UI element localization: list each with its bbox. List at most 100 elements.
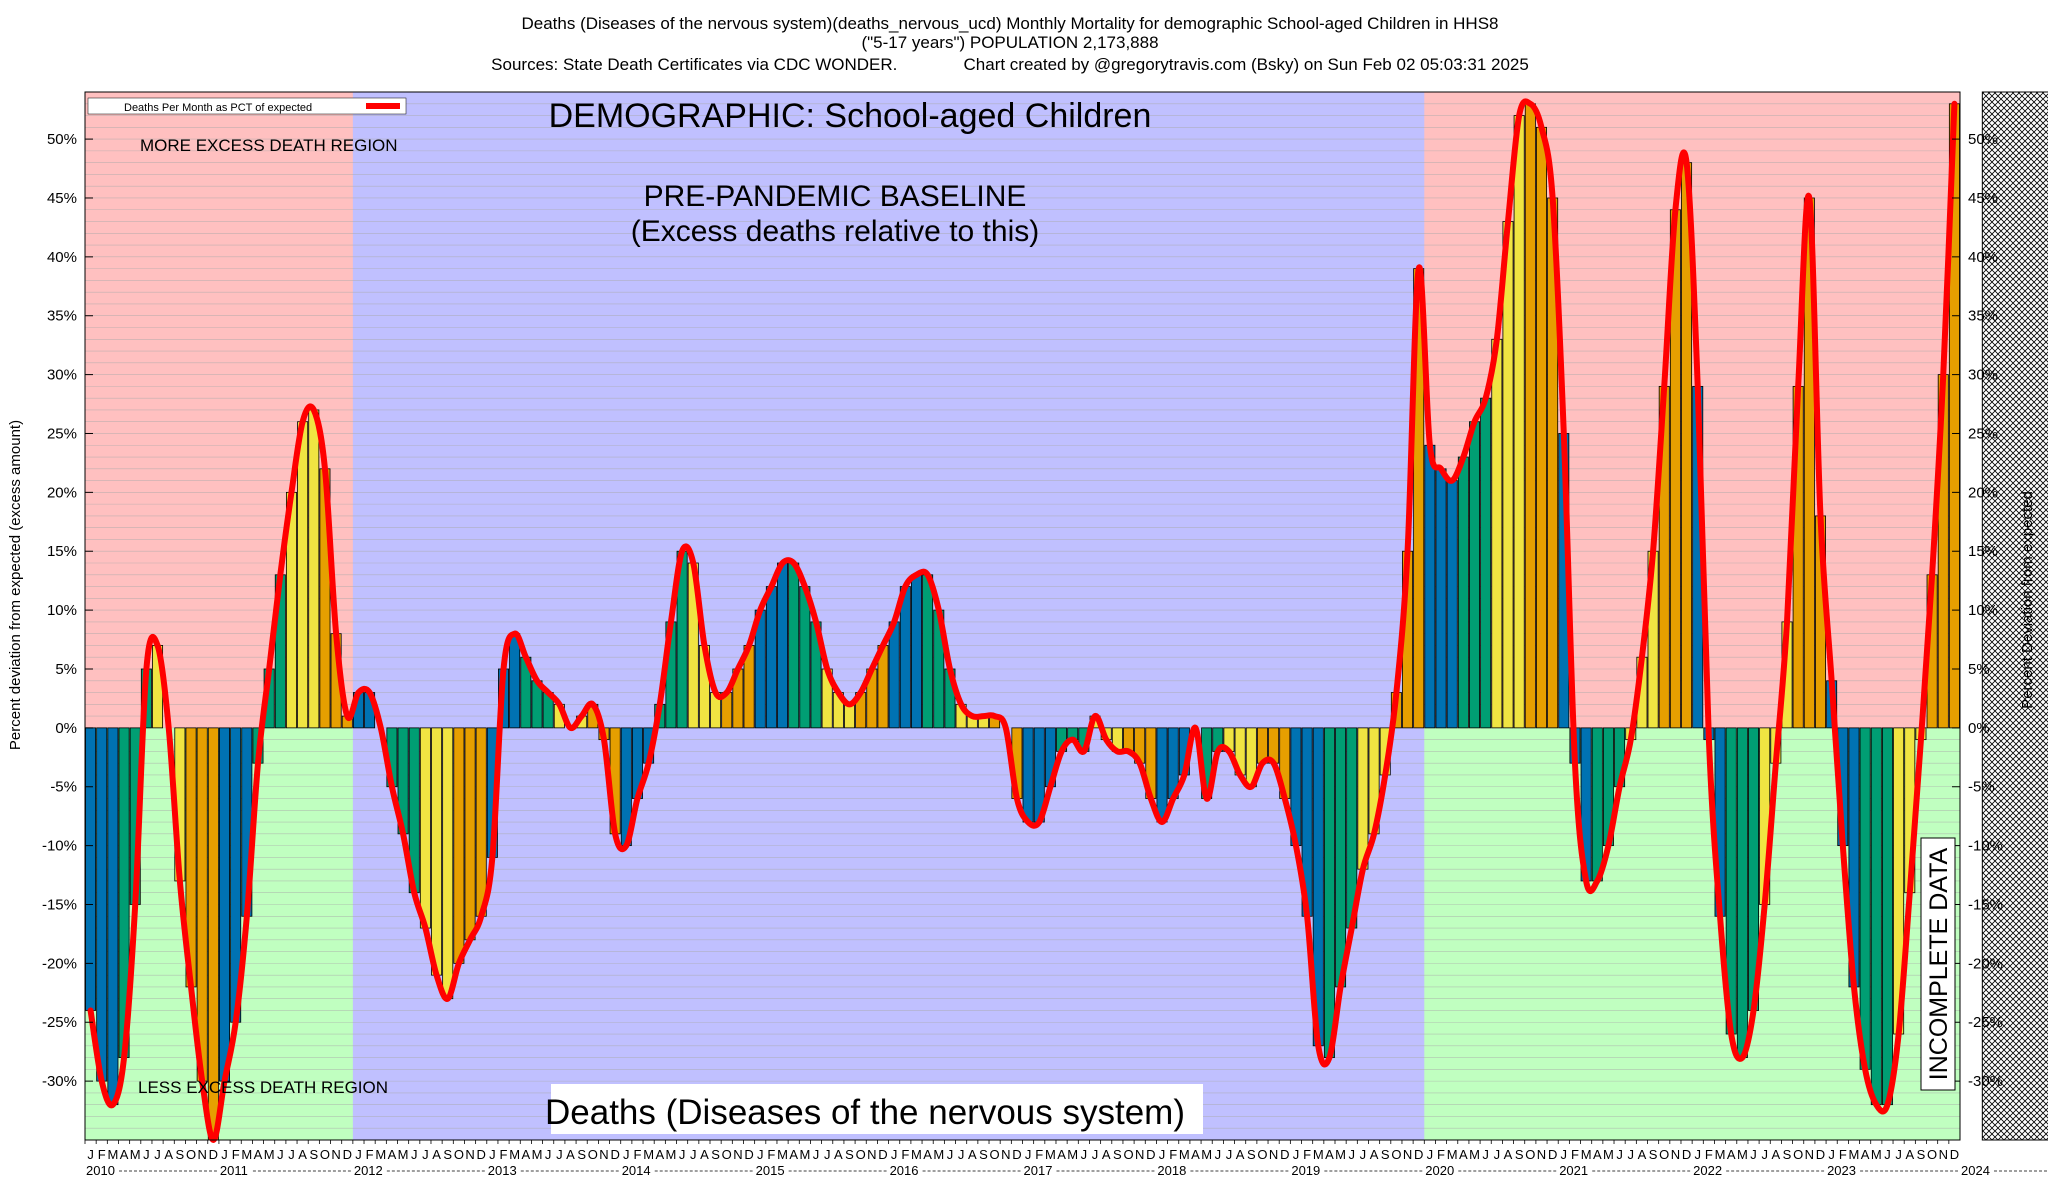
x-month-label: M [107, 1147, 118, 1162]
bar [419, 727, 431, 929]
bar [1424, 444, 1436, 729]
x-month-label: O [856, 1147, 866, 1162]
x-month-label: A [522, 1147, 531, 1162]
y-tick-label-left: 10% [47, 602, 77, 619]
bottom-title: Deaths (Diseases of the nervous system) [545, 1093, 1185, 1132]
x-month-label: J [422, 1147, 429, 1162]
y-tick-label-right: 10% [1968, 602, 1998, 619]
bar [888, 621, 900, 729]
x-month-label: J [1895, 1147, 1902, 1162]
x-month-label: N [1001, 1147, 1010, 1162]
x-month-label: J [891, 1147, 898, 1162]
x-month-label: F [1303, 1147, 1311, 1162]
bar [910, 574, 922, 729]
bar [899, 586, 911, 729]
x-month-label: N [1537, 1147, 1546, 1162]
chart-title-line-3: Sources: State Death Certificates via CD… [491, 55, 1529, 74]
x-year-label: 2012 [354, 1163, 383, 1178]
x-month-label: D [1012, 1147, 1021, 1162]
legend-label: Deaths Per Month as PCT of expected [124, 102, 312, 114]
x-month-label: F [98, 1147, 106, 1162]
x-month-label: A [1057, 1147, 1066, 1162]
x-month-label: M [933, 1147, 944, 1162]
x-month-label: J [87, 1147, 94, 1162]
x-month-label: A [1236, 1147, 1245, 1162]
x-month-label: D [1146, 1147, 1155, 1162]
x-year-label: 2024 [1961, 1163, 1990, 1178]
x-month-label: J [1628, 1147, 1635, 1162]
x-month-label: F [1705, 1147, 1713, 1162]
bar [1480, 397, 1492, 729]
incomplete-data-label-background [1920, 837, 1956, 1091]
bar [1502, 221, 1514, 729]
bar [1881, 727, 1893, 1106]
x-year-label: 2023 [1827, 1163, 1856, 1178]
x-month-label: M [375, 1147, 386, 1162]
x-month-label: D [343, 1147, 352, 1162]
bar [1357, 727, 1369, 870]
x-month-label: J [623, 1147, 630, 1162]
y-tick-label-left: 0% [55, 720, 77, 737]
bar [431, 727, 443, 976]
x-month-label: M [1581, 1147, 1592, 1162]
bar [1513, 115, 1525, 729]
x-month-label: O [1927, 1147, 1937, 1162]
x-month-label: J [1884, 1147, 1891, 1162]
bar [765, 586, 777, 729]
x-month-label: J [545, 1147, 552, 1162]
y-tick-label-right: 0% [1968, 720, 1990, 737]
x-month-label: N [1939, 1147, 1948, 1162]
baseline-label-line-1: PRE-PANDEMIC BASELINE [644, 180, 1027, 213]
bar [1335, 727, 1347, 988]
x-month-label: A [1459, 1147, 1468, 1162]
x-year-label: 2015 [756, 1163, 785, 1178]
x-month-label: O [454, 1147, 464, 1162]
bar [308, 409, 320, 729]
bar [1491, 338, 1503, 729]
bar [1435, 468, 1447, 729]
less-excess-region-label: LESS EXCESS DEATH REGION [138, 1078, 388, 1097]
x-year-label: 2018 [1157, 1163, 1186, 1178]
y-tick-label-right: -30% [1968, 1073, 2003, 1090]
x-month-label: J [221, 1147, 228, 1162]
x-month-label: J [1092, 1147, 1099, 1162]
bar [922, 574, 934, 729]
x-month-label: S [845, 1147, 854, 1162]
x-month-label: D [209, 1147, 218, 1162]
x-month-label: M [799, 1147, 810, 1162]
x-year-label: 2016 [890, 1163, 919, 1178]
bar [509, 633, 521, 729]
x-year-label: 2020 [1425, 1163, 1454, 1178]
x-month-label: O [722, 1147, 732, 1162]
x-month-label: A [120, 1147, 129, 1162]
x-month-label: J [1215, 1147, 1222, 1162]
x-month-label: A [1905, 1147, 1914, 1162]
x-month-label: A [432, 1147, 441, 1162]
x-month-label: A [1504, 1147, 1513, 1162]
x-month-label: A [1727, 1147, 1736, 1162]
x-month-label: J [757, 1147, 764, 1162]
bar [453, 727, 465, 964]
x-month-label: A [1638, 1147, 1647, 1162]
bar [1736, 727, 1748, 1058]
x-month-label: D [1548, 1147, 1557, 1162]
series-line-path [87, 98, 1958, 1143]
y-tick-label-right: -25% [1968, 1014, 2003, 1031]
bar [1524, 103, 1536, 729]
x-month-label: J [813, 1147, 820, 1162]
y-tick-label-right: 20% [1968, 484, 1998, 501]
x-month-label: J [1828, 1147, 1835, 1162]
bottom-title-background [551, 1084, 1203, 1134]
x-month-label: M [1849, 1147, 1860, 1162]
x-year-label: 2022 [1693, 1163, 1722, 1178]
x-month-label: S [711, 1147, 720, 1162]
x-month-label: S [577, 1147, 586, 1162]
x-month-label: J [1427, 1147, 1434, 1162]
x-month-label: M [532, 1147, 543, 1162]
x-month-label: S [443, 1147, 452, 1162]
x-month-label: J [1761, 1147, 1768, 1162]
x-month-label: A [298, 1147, 307, 1162]
x-year-label: 2019 [1291, 1163, 1320, 1178]
x-month-label: M [911, 1147, 922, 1162]
bar [788, 562, 800, 729]
